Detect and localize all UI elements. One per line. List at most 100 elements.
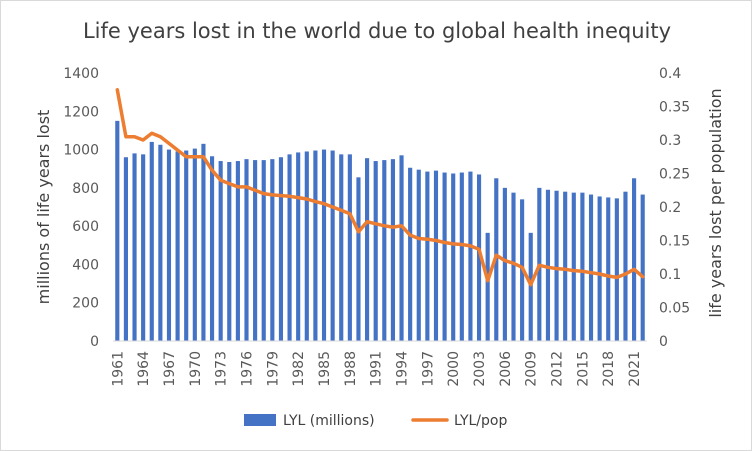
bar — [313, 150, 318, 341]
bar — [235, 161, 240, 341]
y2-tick-label: 0.1 — [659, 267, 681, 283]
bar — [356, 177, 361, 341]
bar — [304, 151, 309, 341]
bar — [485, 232, 490, 341]
x-tick-label: 2009 — [524, 351, 540, 387]
x-tick-label: 1994 — [395, 351, 411, 387]
bar — [614, 198, 619, 341]
legend: LYL (millions) LYL/pop — [244, 413, 507, 429]
bar — [640, 194, 645, 341]
bar — [192, 148, 197, 341]
x-tick-label: 1991 — [369, 351, 385, 387]
x-tick-label: 2015 — [575, 351, 591, 387]
plot-area: 0 200 400 600 800 1000 1200 1400 0 0.05 0.1 0.15 0.2… — [34, 66, 725, 387]
x-tick-label: 1997 — [420, 351, 436, 387]
bar — [416, 169, 421, 341]
bar — [287, 154, 292, 341]
bar — [476, 174, 482, 341]
bar — [502, 187, 507, 341]
x-tick-label: 2018 — [601, 351, 617, 387]
bar — [253, 160, 258, 341]
y-tick-label: 600 — [72, 219, 99, 235]
y2-tick-label: 0.25 — [659, 167, 690, 183]
bar — [580, 192, 585, 341]
x-tick-label: 2006 — [498, 351, 514, 387]
bar — [296, 152, 301, 341]
legend-label-bar: LYL (millions) — [283, 413, 375, 429]
y2-tick-label: 0.2 — [659, 200, 681, 216]
y2-axis-title: life years lost per population — [706, 88, 725, 317]
bar — [597, 196, 602, 341]
x-tick-label: 1985 — [317, 351, 333, 387]
y-tick-label: 1200 — [63, 104, 99, 120]
bar — [218, 161, 223, 341]
bar — [339, 154, 344, 341]
bar — [632, 178, 637, 341]
bar — [347, 154, 352, 341]
bar — [330, 150, 335, 341]
bar — [468, 171, 473, 341]
bar — [606, 197, 611, 341]
y-axis-title: millions of life years lost — [34, 110, 53, 305]
x-tick-label: 2012 — [550, 351, 566, 387]
chart-title: Life years lost in the world due to glob… — [82, 19, 672, 43]
y2-tick-label: 0.35 — [659, 100, 690, 116]
bar — [132, 153, 137, 341]
x-tick-label: 1970 — [188, 351, 204, 387]
line-series-lyl-pop — [115, 88, 645, 287]
bar — [545, 189, 551, 341]
bar — [365, 158, 370, 341]
bar — [244, 159, 249, 341]
x-tick-label: 2021 — [627, 351, 643, 387]
bar — [571, 192, 576, 341]
y-tick-label: 0 — [90, 334, 99, 350]
bar — [399, 155, 404, 341]
bar — [261, 160, 266, 341]
bar — [390, 159, 395, 341]
x-tick-label: 1967 — [162, 351, 178, 387]
bar — [175, 151, 180, 341]
x-tick-label: 1979 — [265, 351, 281, 387]
bar — [166, 149, 172, 341]
bar — [123, 157, 128, 341]
x-tick-label: 1961 — [110, 351, 126, 387]
bar — [528, 232, 533, 341]
bar — [209, 156, 215, 341]
x-tick-label: 2003 — [472, 351, 488, 387]
x-tick-label: 1988 — [343, 351, 359, 387]
bar — [270, 159, 275, 341]
x-tick-label: 2000 — [446, 351, 462, 387]
bar — [442, 172, 447, 341]
bar — [382, 160, 387, 341]
legend-label-line: LYL/pop — [454, 413, 507, 429]
bar — [321, 149, 327, 341]
bar — [511, 192, 516, 341]
bar — [227, 162, 232, 341]
bar — [184, 150, 189, 341]
bar — [451, 173, 456, 341]
bar — [158, 144, 163, 341]
y2-tick-label: 0.3 — [659, 133, 681, 149]
x-tick-label: 1982 — [291, 351, 307, 387]
bar — [278, 157, 284, 341]
y2-tick-label: 0.4 — [659, 66, 681, 82]
bar — [623, 191, 628, 341]
bar — [433, 170, 439, 341]
y2-tick-label: 0.05 — [659, 301, 690, 317]
legend-swatch-bar — [244, 414, 276, 426]
bar — [149, 141, 154, 341]
y2-tick-label: 0 — [659, 334, 668, 350]
x-tick-label: 1964 — [136, 351, 152, 387]
y2-tick-label: 0.15 — [659, 234, 690, 250]
bar — [563, 191, 568, 341]
bar — [588, 194, 594, 341]
x-tick-label: 1976 — [240, 351, 256, 387]
y-tick-label: 1000 — [63, 143, 99, 159]
bar — [115, 120, 120, 341]
y-tick-label: 1400 — [63, 66, 99, 82]
y-tick-label: 200 — [72, 296, 99, 312]
x-tick-label: 1973 — [214, 351, 230, 387]
bar — [459, 172, 464, 341]
